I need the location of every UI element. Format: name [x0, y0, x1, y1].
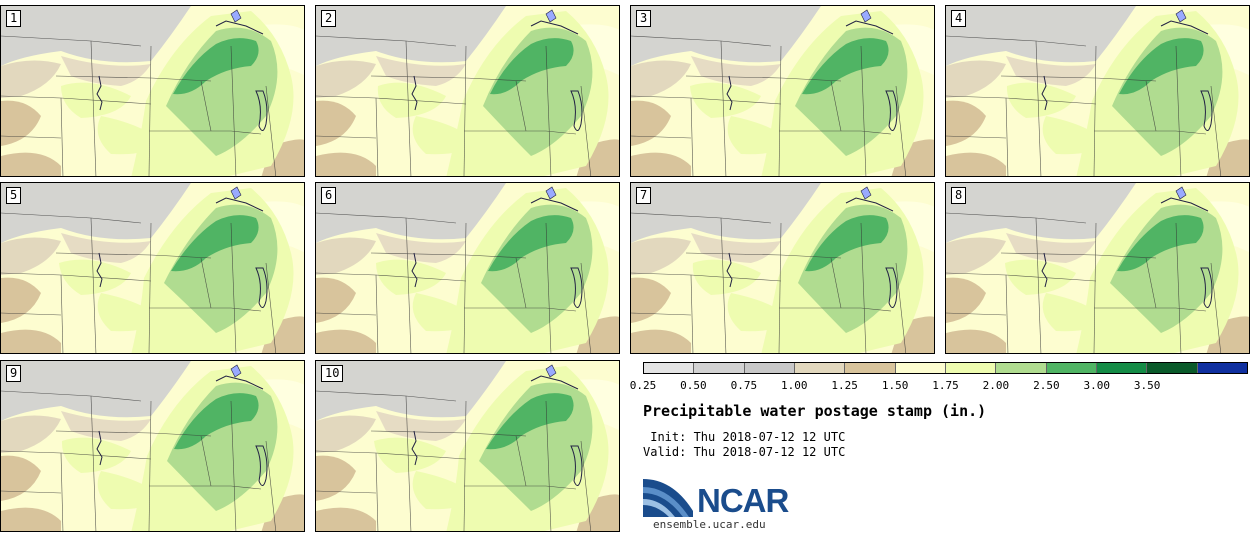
precipitable-water-map — [316, 6, 619, 176]
member-panel: 9 — [0, 360, 305, 532]
precipitable-water-map — [631, 6, 934, 176]
valid-time: Valid: Thu 2018-07-12 12 UTC — [643, 445, 846, 459]
colorbar-swatch — [1197, 363, 1247, 373]
colorbar-swatch — [945, 363, 997, 373]
member-number-label: 7 — [636, 187, 652, 204]
colorbar — [643, 362, 1248, 374]
precipitable-water-map — [946, 6, 1249, 176]
ncar-logo-icon — [643, 479, 693, 517]
colorbar-tick-label: 1.25 — [831, 379, 858, 392]
colorbar-swatch — [694, 363, 745, 373]
colorbar-tick-label: 0.50 — [680, 379, 707, 392]
precipitable-water-map — [316, 361, 619, 531]
colorbar-swatch — [1046, 363, 1097, 373]
colorbar-swatch — [895, 363, 946, 373]
logo-url: ensemble.ucar.edu — [653, 518, 766, 531]
colorbar-tick-label: 1.75 — [932, 379, 959, 392]
member-panel: 4 — [945, 5, 1250, 177]
member-number-label: 6 — [321, 187, 337, 204]
member-number-label: 10 — [321, 365, 344, 382]
colorbar-swatch — [1147, 363, 1198, 373]
member-panel: 2 — [315, 5, 620, 177]
precipitable-water-map — [1, 183, 304, 353]
colorbar-tick-label: 0.75 — [730, 379, 758, 392]
member-panel: 8 — [945, 182, 1250, 354]
precipitable-water-map — [1, 361, 304, 531]
member-number-label: 5 — [6, 187, 22, 204]
colorbar-tick-label: 0.25 — [629, 379, 657, 392]
figure-title: Precipitable water postage stamp (in.) — [643, 402, 987, 420]
precipitable-water-map — [946, 183, 1249, 353]
colorbar-tick-label: 2.50 — [1033, 379, 1060, 392]
member-number-label: 2 — [321, 10, 337, 27]
member-number-label: 1 — [6, 10, 22, 27]
member-panel: 1 — [0, 5, 305, 177]
colorbar-swatch — [1096, 363, 1148, 373]
precipitable-water-map — [316, 183, 619, 353]
member-number-label: 4 — [951, 10, 967, 27]
init-time: Init: Thu 2018-07-12 12 UTC — [643, 430, 846, 444]
colorbar-swatch — [996, 363, 1047, 373]
member-panel: 10 — [315, 360, 620, 532]
colorbar-tick-label: 3.00 — [1083, 379, 1111, 392]
member-panel: 6 — [315, 182, 620, 354]
colorbar-tick-label: 3.50 — [1133, 379, 1161, 392]
colorbar-tick-label: 2.00 — [982, 379, 1010, 392]
colorbar-tick-label: 1.00 — [781, 379, 808, 392]
member-panel: 5 — [0, 182, 305, 354]
precipitable-water-map — [1, 6, 304, 176]
colorbar-swatch — [644, 363, 695, 373]
colorbar-swatch — [744, 363, 795, 373]
member-panel: 3 — [630, 5, 935, 177]
precipitable-water-map — [631, 183, 934, 353]
colorbar-tick-label: 1.50 — [881, 379, 909, 392]
member-number-label: 8 — [951, 187, 967, 204]
colorbar-swatch — [794, 363, 846, 373]
member-number-label: 9 — [6, 365, 22, 382]
member-panel: 7 — [630, 182, 935, 354]
member-number-label: 3 — [636, 10, 652, 27]
colorbar-swatch — [845, 363, 896, 373]
logo-name: NCAR — [697, 482, 789, 519]
